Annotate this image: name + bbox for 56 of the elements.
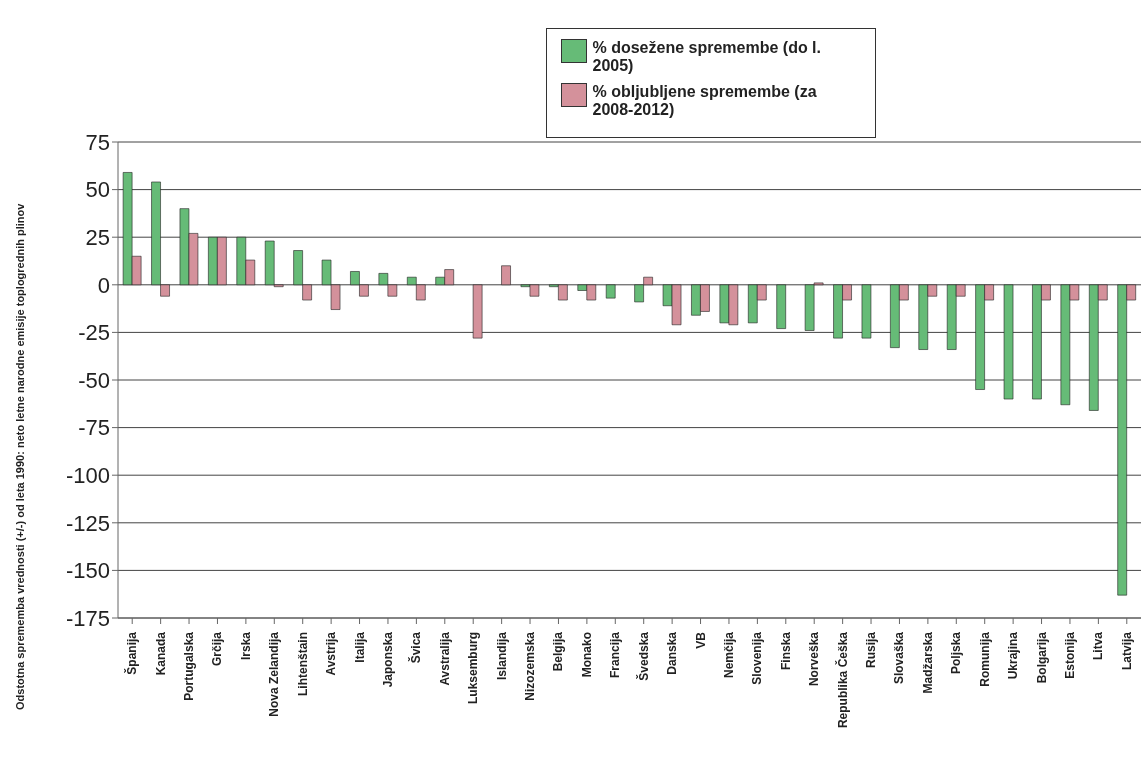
legend-label: % obljubljene spremembe (za 2008-2012)	[592, 83, 818, 119]
x-tick-label: Norveška	[807, 631, 822, 687]
x-tick-label: Islandija	[494, 631, 509, 681]
x-tick-label: Slovenija	[750, 631, 765, 685]
bar	[861, 284, 872, 339]
x-tick-label: Irska	[238, 631, 253, 661]
bar	[501, 265, 511, 286]
x-tick-label: Nizozemska	[523, 631, 538, 701]
x-tick-label: Finska	[778, 631, 793, 671]
legend-label: % dosežene spremembe (do l. 2005)	[592, 39, 822, 75]
x-tick-label: Madžarska	[920, 631, 935, 694]
bar	[605, 284, 616, 299]
x-tick-label: Grčija	[210, 631, 225, 667]
x-tick-label: Belgija	[551, 631, 566, 672]
bar	[472, 284, 483, 339]
bar	[1003, 284, 1014, 400]
x-tick-label: Ukrajina	[1006, 631, 1021, 680]
y-tick-label: 0	[97, 272, 110, 298]
x-tick-label: Estonija	[1062, 631, 1077, 679]
x-tick-label: Nova Zelandija	[267, 631, 282, 717]
x-tick-label: Kanada	[153, 631, 168, 676]
y-tick-label: 25	[85, 225, 110, 251]
x-tick-label: Luksemburg	[466, 632, 481, 705]
x-tick-label: Litva	[1091, 631, 1106, 661]
x-tick-label: Republika Češka	[834, 631, 850, 729]
x-tick-label: Japonska	[380, 631, 395, 688]
y-tick-label: 50	[85, 177, 110, 203]
y-tick-label: -50	[78, 367, 110, 393]
x-tick-label: Romunija	[977, 631, 992, 687]
x-tick-label: Italija	[352, 631, 367, 663]
x-tick-label: Monako	[579, 632, 594, 678]
x-tick-label: Francija	[608, 631, 623, 679]
y-tick-label: 75	[85, 129, 110, 155]
y-tick-label: -150	[65, 558, 110, 584]
x-tick-label: Portugalska	[182, 631, 197, 701]
x-tick-label: Avstrija	[324, 631, 339, 676]
x-tick-label: VB	[693, 631, 708, 649]
x-tick-label: Nemčija	[721, 631, 736, 679]
x-tick-label: Španija	[124, 631, 140, 675]
x-tick-label: Švica	[408, 631, 424, 664]
x-tick-label: Poljska	[949, 631, 964, 675]
bar	[776, 284, 786, 329]
x-tick-label: Danska	[665, 631, 680, 675]
x-tick-label: Rusija	[864, 631, 879, 669]
y-tick-label: -100	[65, 463, 110, 489]
x-tick-label: Švedska	[635, 631, 651, 681]
x-tick-label: Latvija	[1119, 631, 1134, 671]
y-tick-label: -125	[65, 510, 110, 536]
y-tick-label: -75	[78, 415, 110, 441]
y-axis-title: Odstotna sprememba vrednosti (+/-) od leta 1990: neto letne narodne emisije toplogrednih plinov	[13, 202, 26, 710]
x-tick-label: Lihtenštain	[295, 632, 310, 697]
x-tick-label: Bolgarija	[1034, 631, 1049, 684]
y-tick-label: -25	[78, 320, 110, 346]
x-tick-label: Slovaška	[892, 631, 907, 685]
y-tick-label: -175	[65, 605, 110, 631]
x-tick-label: Avstralija	[437, 631, 452, 686]
